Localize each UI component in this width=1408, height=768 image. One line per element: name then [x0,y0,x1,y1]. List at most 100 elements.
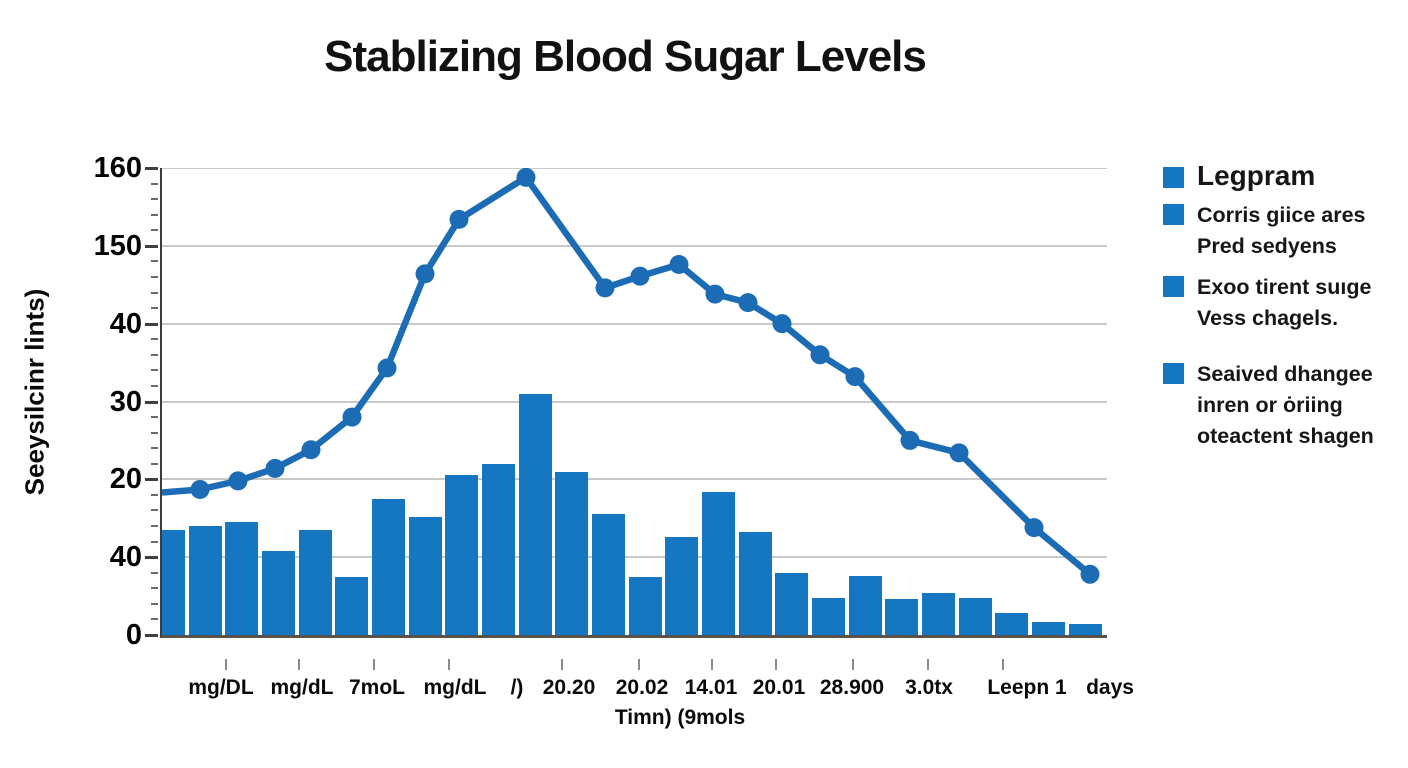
line-point [301,440,321,460]
x-tick-label: 3.0tx [905,676,953,699]
gridline [162,168,1107,169]
y-major-tick [145,322,158,326]
y-minor-tick [151,369,158,372]
line-point [1024,518,1044,538]
line-point [265,458,285,478]
y-minor-tick [151,307,158,310]
y-major-tick [145,400,158,404]
y-minor-tick [151,416,158,419]
x-tick [852,659,854,670]
bar [701,491,735,635]
y-major-tick [145,556,158,560]
legend-item-label: Corris giice ares Pred sedyens [1197,203,1366,258]
legend-item-label: Exoo tirent suıge Vess chagels. [1197,275,1372,330]
x-tick [561,659,563,670]
y-minor-tick [151,462,158,465]
y-tick-label: 150 [93,229,142,262]
bar [1068,624,1102,635]
x-tick-label: mg/dL [270,676,334,699]
x-tick [638,659,640,670]
bar [261,550,295,635]
line-point [949,443,969,463]
x-tick [927,659,929,670]
x-tick-label: 28.900 [819,676,885,699]
y-tick-label: 40 [109,541,142,574]
bar [775,572,809,635]
y-major-tick [145,634,158,637]
x-tick [1002,659,1004,670]
y-tick-label: 40 [109,307,142,340]
legend-item: Seaived dhangee inren or ȯriing oteactent … [1163,359,1374,452]
bar [811,598,845,635]
bar [738,532,772,635]
x-tick-label: mg/dL [423,676,487,699]
y-minor-tick [151,431,158,434]
y-minor-tick [151,353,158,356]
bar [1031,621,1065,635]
x-tick [775,659,777,670]
y-minor-tick [151,260,158,263]
legend-item-label: Legpram [1197,160,1316,191]
line-point [595,278,615,298]
bar [335,576,369,635]
line-point [738,293,758,313]
bar [555,471,589,635]
line-point [449,209,469,229]
gridline [162,244,1107,247]
gridline [162,400,1107,403]
x-tick [711,659,713,670]
bar [408,516,442,635]
y-tick-label: 20 [109,463,142,496]
x-tick [298,659,300,670]
line-point [1080,564,1100,584]
y-minor-tick [151,291,158,294]
line-point [900,430,920,450]
legend-item-label: Seaived dhangee inren or ȯriing oteactent … [1197,362,1374,448]
line-point [772,314,792,334]
bar [995,613,1029,635]
bar [162,529,185,635]
y-major-tick [145,244,158,248]
gridline [162,478,1107,481]
x-tick-label: 14.01 [684,676,738,699]
y-minor-tick [151,447,158,450]
y-minor-tick [151,275,158,278]
legend-swatch-icon [1163,363,1184,384]
plot-area [160,168,1107,638]
line-point [669,255,689,275]
x-axis-title: Timn) (9mols [614,706,746,729]
y-major-tick [145,167,158,170]
y-minor-tick [151,509,158,512]
bar [371,498,405,635]
chart-title: Stablizing Blood Sugar Levels [324,32,927,81]
legend-swatch-icon [1163,167,1184,188]
y-minor-tick [151,525,158,528]
gridline [162,322,1107,325]
bar [225,522,259,635]
y-minor-tick [151,338,158,341]
line-point [630,266,650,286]
x-tick-label: mg/DL [188,676,254,699]
line-point [845,367,865,387]
x-tick [448,659,450,670]
y-major-tick [145,478,158,482]
y-minor-tick [151,213,158,216]
x-tick-label: /) [510,676,524,699]
y-tick-label: 0 [125,619,142,651]
x-tick-label: 20.20 [542,676,596,699]
y-tick-label: 30 [109,385,142,418]
bar [958,598,992,635]
x-tick [373,659,375,670]
line-point [415,264,435,284]
y-minor-tick [151,198,158,201]
x-tick [225,659,227,670]
y-minor-tick [151,587,158,590]
y-minor-tick [151,602,158,605]
line-point [377,358,397,378]
y-tick-label: 160 [93,152,142,184]
y-minor-tick [151,182,158,185]
bar [885,599,919,635]
bar [921,592,955,635]
bar [665,536,699,635]
